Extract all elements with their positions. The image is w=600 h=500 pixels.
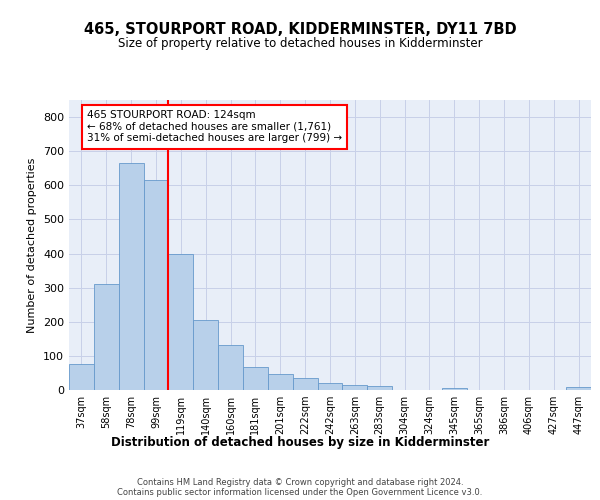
Bar xyxy=(94,284,119,390)
Text: Distribution of detached houses by size in Kidderminster: Distribution of detached houses by size … xyxy=(111,436,489,449)
Text: Contains HM Land Registry data © Crown copyright and database right 2024.
Contai: Contains HM Land Registry data © Crown c… xyxy=(118,478,482,497)
Bar xyxy=(442,388,467,390)
Bar xyxy=(119,163,143,390)
Text: Size of property relative to detached houses in Kidderminster: Size of property relative to detached ho… xyxy=(118,38,482,51)
Bar xyxy=(69,364,94,390)
Y-axis label: Number of detached properties: Number of detached properties xyxy=(28,158,37,332)
Bar xyxy=(193,320,218,390)
Bar xyxy=(367,386,392,390)
Bar xyxy=(268,374,293,390)
Bar xyxy=(143,180,169,390)
Text: 465, STOURPORT ROAD, KIDDERMINSTER, DY11 7BD: 465, STOURPORT ROAD, KIDDERMINSTER, DY11… xyxy=(83,22,517,38)
Bar xyxy=(243,367,268,390)
Bar xyxy=(169,254,193,390)
Bar xyxy=(293,378,317,390)
Bar xyxy=(343,384,367,390)
Text: 465 STOURPORT ROAD: 124sqm
← 68% of detached houses are smaller (1,761)
31% of s: 465 STOURPORT ROAD: 124sqm ← 68% of deta… xyxy=(87,110,342,144)
Bar xyxy=(317,383,343,390)
Bar xyxy=(566,388,591,390)
Bar xyxy=(218,344,243,390)
